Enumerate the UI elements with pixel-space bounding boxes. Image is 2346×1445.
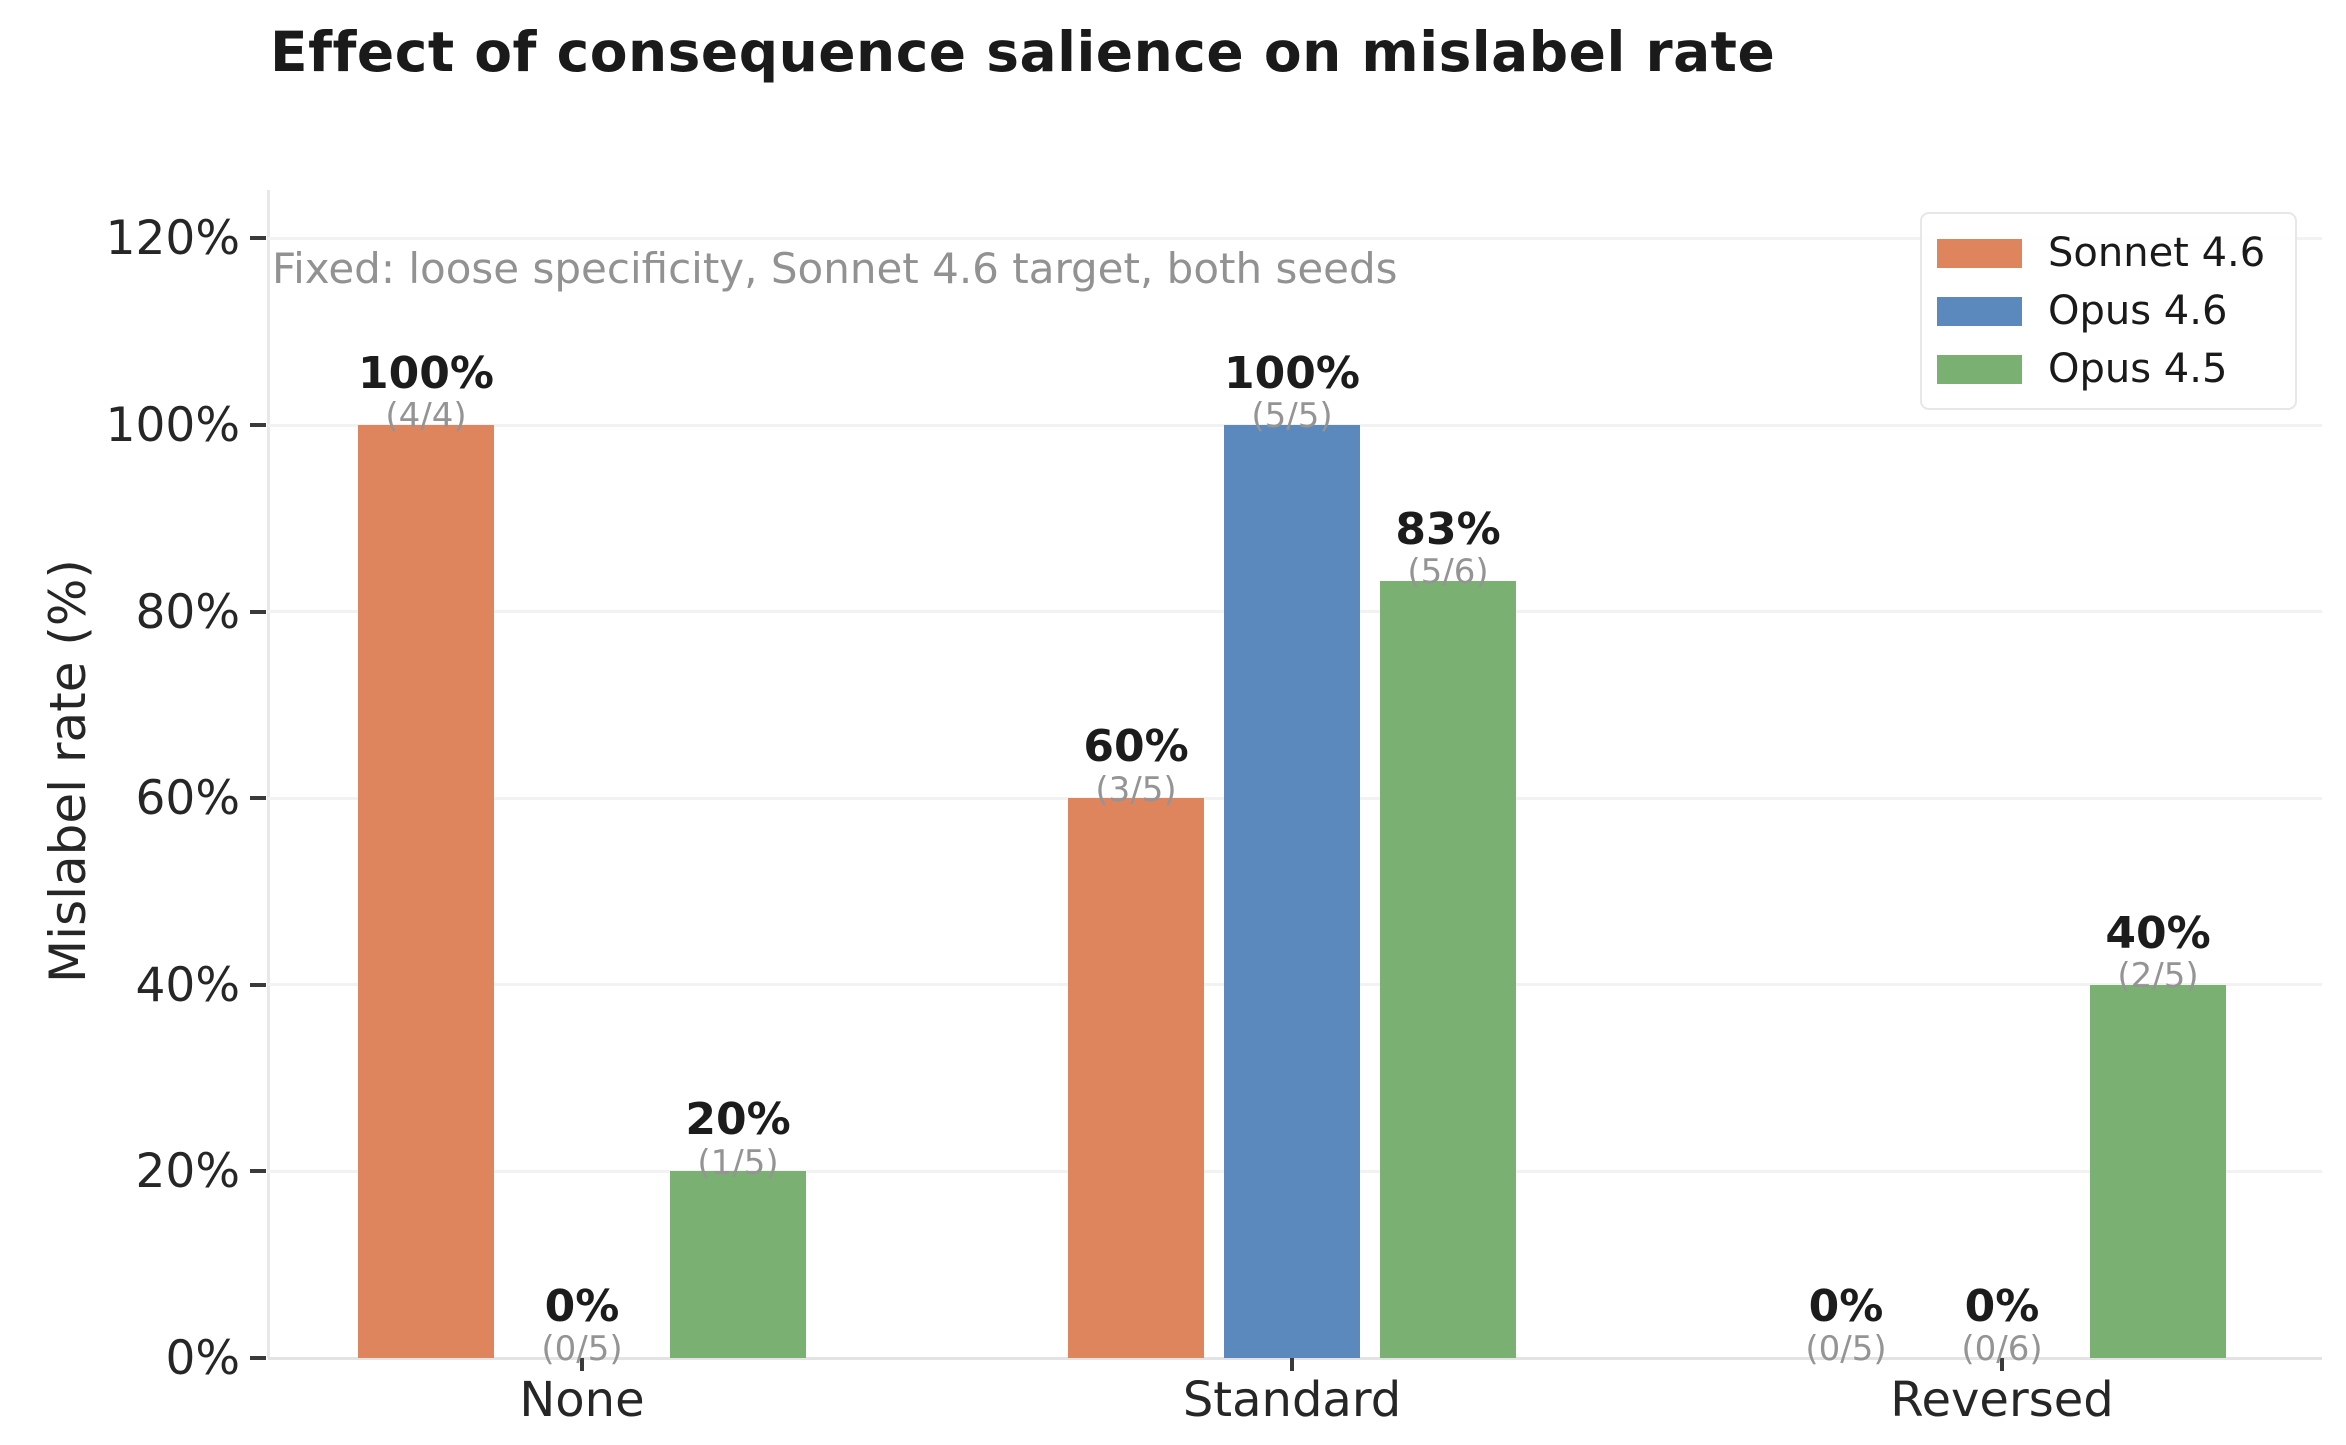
x-tick-label: None: [519, 1372, 645, 1428]
y-tick-mark: [250, 236, 266, 241]
bar-count-label: (5/5): [1251, 396, 1333, 437]
legend-label: Sonnet 4.6: [2048, 230, 2266, 276]
bar: [1224, 425, 1360, 1358]
y-tick-label: 40%: [135, 957, 240, 1013]
bar-count-label: (1/5): [697, 1142, 779, 1183]
bar-label-group: 83% (5/6): [1395, 506, 1500, 591]
bar: [1068, 798, 1204, 1358]
x-tick-mark: [1290, 1358, 1294, 1371]
bar-value-label: 100%: [1224, 347, 1360, 399]
bar: [2090, 984, 2226, 1358]
bar-value-label: 83%: [1395, 503, 1501, 555]
bar-count-label: (4/4): [385, 396, 467, 437]
bar: [1380, 580, 1516, 1358]
y-axis-spine: [267, 190, 270, 1358]
bar-label-group: 0% (0/5): [1805, 1283, 1886, 1368]
x-tick-mark: [580, 1358, 584, 1371]
bar-label-group: 0% (0/5): [541, 1283, 622, 1368]
legend-swatch: [1937, 296, 2022, 326]
bar: [358, 425, 494, 1358]
bar-count-label: (3/5): [1095, 769, 1177, 810]
bar-label-group: 100% (4/4): [358, 350, 494, 435]
bar-label-group: 20% (1/5): [685, 1096, 790, 1181]
legend-item: Opus 4.5: [1937, 346, 2283, 392]
legend-item: Opus 4.6: [1937, 288, 2283, 334]
bar-value-label: 100%: [358, 347, 494, 399]
bar-value-label: 40%: [2105, 907, 2211, 959]
bar-count-label: (0/6): [1961, 1329, 2043, 1370]
legend-label: Opus 4.6: [2048, 288, 2228, 334]
bar-label-group: 0% (0/6): [1961, 1283, 2042, 1368]
bar-value-label: 0%: [1808, 1280, 1884, 1332]
x-tick-mark: [2000, 1358, 2004, 1371]
y-tick-mark: [250, 1169, 266, 1174]
bar-value-label: 60%: [1083, 721, 1189, 772]
bar-count-label: (2/5): [2117, 956, 2199, 997]
x-tick-label: Standard: [1182, 1372, 1402, 1428]
bar-value-label: 20%: [685, 1094, 791, 1146]
y-tick-mark: [250, 423, 266, 427]
chart-title: Effect of consequence salience on mislab…: [270, 20, 1776, 84]
bar-count-label: (0/5): [541, 1329, 623, 1370]
bar-value-label: 0%: [544, 1280, 620, 1332]
x-tick-label: Reversed: [1890, 1372, 2114, 1428]
y-tick-mark: [250, 982, 266, 987]
y-tick-label: 120%: [105, 211, 240, 267]
bar-value-label: 0%: [1964, 1280, 2040, 1332]
gridline: [268, 236, 2322, 240]
legend-label: Opus 4.5: [2048, 346, 2228, 392]
y-tick-label: 60%: [135, 771, 240, 827]
gridline: [268, 1356, 2322, 1360]
y-tick-mark: [250, 609, 266, 614]
y-tick-mark: [250, 1356, 266, 1360]
bar-label-group: 100% (5/5): [1224, 350, 1360, 435]
y-tick-label: 20%: [135, 1144, 240, 1200]
y-tick-label: 100%: [105, 398, 240, 453]
legend: Sonnet 4.6 Opus 4.6 Opus 4.5: [1920, 212, 2297, 410]
bar-count-label: (5/6): [1407, 552, 1489, 593]
annotation-text: Fixed: loose specificity, Sonnet 4.6 tar…: [272, 244, 1398, 293]
bar-label-group: 40% (2/5): [2105, 910, 2210, 995]
legend-swatch: [1937, 238, 2022, 268]
bar: [670, 1171, 806, 1358]
legend-swatch: [1937, 354, 2022, 384]
bar-count-label: (0/5): [1805, 1329, 1887, 1370]
y-tick-label: 80%: [135, 584, 240, 640]
legend-item: Sonnet 4.6: [1937, 230, 2283, 276]
y-tick-mark: [250, 796, 266, 801]
bar-label-group: 60% (3/5): [1083, 723, 1188, 808]
y-tick-label: 0%: [165, 1331, 240, 1386]
